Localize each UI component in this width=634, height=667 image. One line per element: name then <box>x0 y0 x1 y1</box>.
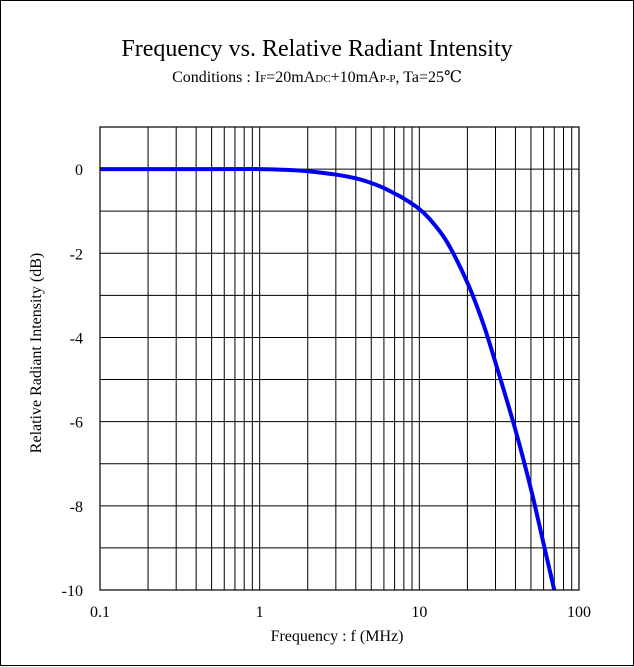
y-tick-label: -10 <box>62 583 83 600</box>
chart-subtitle: Conditions : IF=20mADC+10mAP-P, Ta=25℃ <box>172 69 462 86</box>
x-tick-label: 10 <box>411 604 427 621</box>
y-tick-label: -4 <box>70 330 83 347</box>
x-axis-label: Frequency : f (MHz) <box>271 628 404 645</box>
y-tick-label: -2 <box>70 246 83 263</box>
series-layer <box>100 167 557 591</box>
y-tick-label: -8 <box>70 499 83 516</box>
x-tick-label: 100 <box>567 604 591 621</box>
y-tick-label: 0 <box>75 162 83 179</box>
y-axis-label: Relative Radiant Intensity (dB) <box>28 253 45 453</box>
y-tick-label: -6 <box>70 415 83 432</box>
series-line <box>100 167 557 591</box>
grid <box>99 126 579 591</box>
plot-area-border <box>99 126 580 591</box>
x-tick-label: 1 <box>256 604 264 621</box>
x-tick-label: 0.1 <box>90 604 110 621</box>
chart-title: Frequency vs. Relative Radiant Intensity <box>121 36 512 62</box>
tick-labels: 0.1 1 10 100 0 -2 -4 -6 -8 -10 <box>62 162 591 621</box>
